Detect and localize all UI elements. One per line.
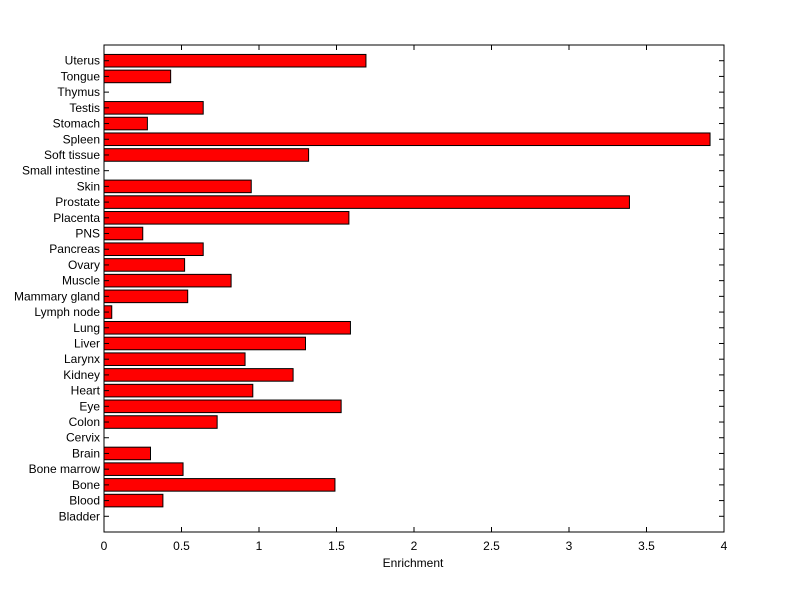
bar-prostate	[103, 195, 630, 209]
y-tick-label-muscle: Muscle	[62, 274, 100, 288]
x-tick-label-0: 0	[101, 539, 108, 553]
bar-tongue	[103, 69, 172, 84]
y-tick-label-skin: Skin	[77, 179, 100, 193]
plot-area	[103, 44, 725, 533]
y-tick-label-spleen: Spleen	[63, 132, 100, 146]
x-tick-label-3: 1.5	[328, 539, 345, 553]
x-tick-label-8: 4	[721, 539, 728, 553]
bar-testis	[103, 101, 204, 115]
bar-kidney	[103, 368, 294, 382]
y-tick-label-small-intestine: Small intestine	[22, 164, 100, 178]
x-tick-label-7: 3.5	[638, 539, 655, 553]
y-tick-label-pns: PNS	[75, 227, 100, 241]
x-tick-label-5: 2.5	[483, 539, 500, 553]
y-tick-label-larynx: Larynx	[64, 352, 100, 366]
x-ticks-group: 0 0.5 1 1.5 2 2.5 3 3.5 4	[101, 45, 728, 553]
y-tick-label-thymus: Thymus	[57, 85, 100, 99]
y-tick-label-lymph-node: Lymph node	[34, 305, 100, 319]
y-tick-label-placenta: Placenta	[53, 211, 100, 225]
y-tick-label-prostate: Prostate	[55, 195, 100, 209]
y-tick-label-uterus: Uterus	[65, 54, 100, 68]
y-tick-label-brain: Brain	[72, 446, 100, 460]
bar-colon	[103, 415, 218, 429]
bar-bone	[103, 478, 336, 492]
bar-larynx	[103, 352, 246, 366]
bar-ovary	[103, 258, 186, 272]
y-tick-label-liver: Liver	[74, 336, 100, 350]
y-tick-label-ovary: Ovary	[68, 258, 100, 272]
bar-brain	[103, 446, 151, 461]
y-tick-label-soft-tissue: Soft tissue	[44, 148, 100, 162]
y-tick-label-kidney: Kidney	[63, 368, 100, 382]
x-tick-label-2: 1	[256, 539, 263, 553]
bar-heart	[103, 383, 254, 398]
y-tick-label-mammary-gland: Mammary gland	[14, 289, 100, 303]
y-tick-label-bone-marrow: Bone marrow	[29, 462, 101, 476]
bar-pns	[103, 226, 144, 241]
y-tick-label-heart: Heart	[71, 384, 101, 398]
bar-bone-marrow	[103, 462, 184, 476]
bar-stomach	[103, 116, 148, 131]
x-tick-label-4: 2	[411, 539, 418, 553]
y-tick-label-colon: Colon	[69, 415, 100, 429]
bar-eye	[103, 399, 342, 414]
y-tick-label-blood: Blood	[69, 494, 100, 508]
y-tick-label-lung: Lung	[73, 321, 100, 335]
y-tick-label-bone: Bone	[72, 478, 100, 492]
bar-uterus	[103, 53, 367, 68]
x-tick-label-6: 3	[566, 539, 573, 553]
bar-skin	[103, 179, 252, 194]
bar-placenta	[103, 211, 350, 225]
bar-mammary-gland	[103, 289, 189, 304]
bar-pancreas	[103, 242, 204, 257]
y-tick-label-pancreas: Pancreas	[49, 242, 100, 256]
x-axis-label: Enrichment	[383, 556, 444, 570]
bar-soft-tissue	[103, 148, 310, 162]
y-tick-label-testis: Testis	[69, 101, 100, 115]
y-tick-label-tongue: Tongue	[61, 69, 101, 83]
y-tick-label-cervix: Cervix	[66, 431, 100, 445]
y-tick-label-eye: Eye	[79, 399, 100, 413]
x-tick-label-1: 0.5	[173, 539, 190, 553]
bar-spleen	[103, 132, 711, 147]
bar-blood	[103, 493, 164, 508]
y-tick-label-stomach: Stomach	[53, 117, 100, 131]
bar-lung	[103, 320, 351, 335]
y-tick-label-bladder: Bladder	[59, 509, 100, 523]
bar-liver	[103, 336, 306, 351]
bar-muscle	[103, 273, 232, 288]
